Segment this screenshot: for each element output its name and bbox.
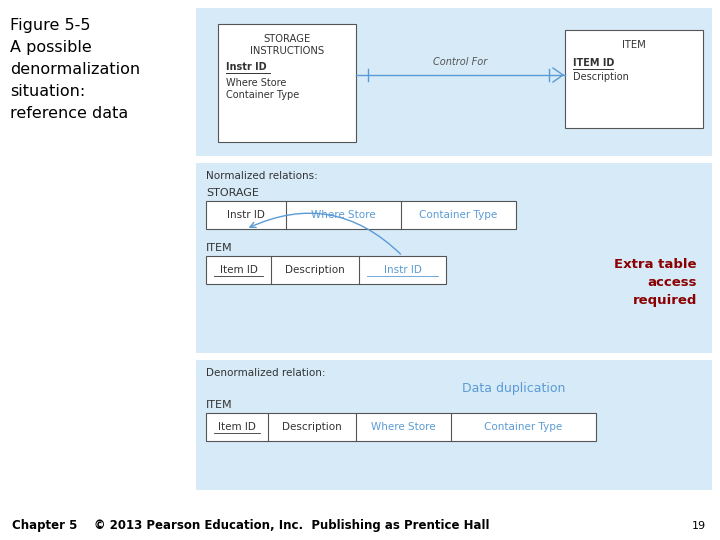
Text: ITEM: ITEM <box>206 243 233 253</box>
Text: Denormalized relation:: Denormalized relation: <box>206 368 325 378</box>
Text: Description: Description <box>285 265 345 275</box>
Text: Extra table: Extra table <box>614 258 697 271</box>
Text: reference data: reference data <box>10 106 128 121</box>
Text: Normalized relations:: Normalized relations: <box>206 171 318 181</box>
Text: STORAGE: STORAGE <box>264 34 310 44</box>
Bar <box>196 360 712 490</box>
Text: Where Store: Where Store <box>226 78 287 88</box>
Text: Container Type: Container Type <box>485 422 562 432</box>
Text: Instr ID: Instr ID <box>226 62 266 72</box>
Text: Instr ID: Instr ID <box>384 265 421 275</box>
Text: Container Type: Container Type <box>226 90 300 100</box>
Text: Item ID: Item ID <box>220 265 258 275</box>
Text: INSTRUCTIONS: INSTRUCTIONS <box>250 46 324 56</box>
Bar <box>206 256 446 284</box>
Text: ITEM: ITEM <box>622 40 646 50</box>
Bar <box>196 8 712 156</box>
Text: Container Type: Container Type <box>419 210 498 220</box>
Bar <box>206 413 596 441</box>
Text: ITEM ID: ITEM ID <box>573 58 614 68</box>
Bar <box>218 24 356 142</box>
Text: denormalization: denormalization <box>10 62 140 77</box>
Bar <box>565 30 703 128</box>
Text: Description: Description <box>282 422 342 432</box>
Bar <box>196 163 712 353</box>
Text: Where Store: Where Store <box>311 210 376 220</box>
Text: Where Store: Where Store <box>372 422 436 432</box>
Text: Control For: Control For <box>433 57 487 67</box>
Text: Figure 5-5: Figure 5-5 <box>10 18 91 33</box>
Text: Description: Description <box>573 72 629 82</box>
Text: Data duplication: Data duplication <box>462 382 566 395</box>
Text: A possible: A possible <box>10 40 91 55</box>
Text: situation:: situation: <box>10 84 85 99</box>
Bar <box>206 201 516 229</box>
Text: Chapter 5    © 2013 Pearson Education, Inc.  Publishing as Prentice Hall: Chapter 5 © 2013 Pearson Education, Inc.… <box>12 519 490 532</box>
Text: 19: 19 <box>692 521 706 531</box>
Text: STORAGE: STORAGE <box>206 188 259 198</box>
Text: required: required <box>633 294 697 307</box>
Text: ITEM: ITEM <box>206 400 233 410</box>
Text: Item ID: Item ID <box>218 422 256 432</box>
Text: access: access <box>647 276 697 289</box>
Text: Instr ID: Instr ID <box>227 210 265 220</box>
